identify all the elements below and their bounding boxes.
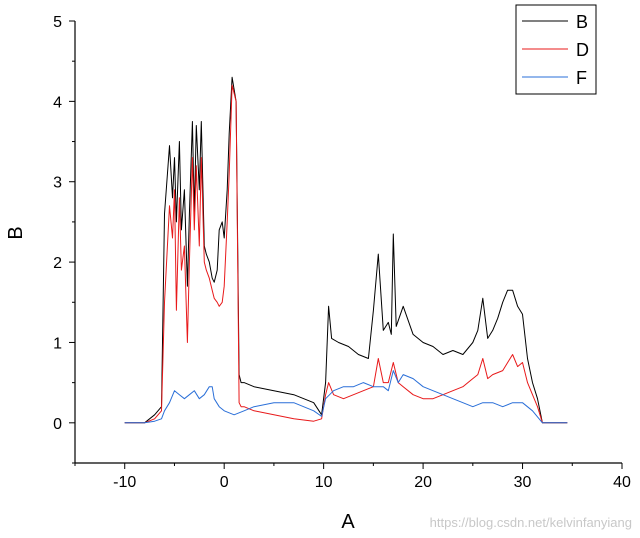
x-tick-label: 10 (315, 474, 333, 491)
legend-label-D: D (576, 40, 589, 60)
axes: -10 0 10 20 30 40 0 1 2 3 4 5 (53, 14, 631, 491)
y-tick-label: 4 (53, 94, 62, 111)
series-line-F (124, 370, 568, 424)
y-tick-label: 3 (53, 175, 62, 192)
x-tick-label: -10 (113, 474, 136, 491)
y-axis-title: B (5, 226, 27, 239)
watermark: https://blog.csdn.net/kelvinfanyiang (430, 515, 632, 530)
legend-label-F: F (576, 68, 587, 88)
y-tick-label: 2 (53, 255, 62, 272)
series-layer (124, 76, 568, 424)
y-tick-label: 1 (53, 335, 62, 352)
legend-label-B: B (576, 12, 588, 32)
x-tick-label: 20 (414, 474, 432, 491)
legend: BDF (515, 4, 597, 95)
x-tick-label: 30 (514, 474, 532, 491)
x-axis-title: A (341, 511, 355, 533)
y-tick-label: 0 (53, 416, 62, 433)
x-tick-label: 0 (220, 474, 229, 491)
y-tick-label: 5 (53, 14, 62, 31)
series-line-D (124, 84, 568, 424)
x-tick-label: 40 (613, 474, 631, 491)
series-line-B (124, 76, 568, 424)
